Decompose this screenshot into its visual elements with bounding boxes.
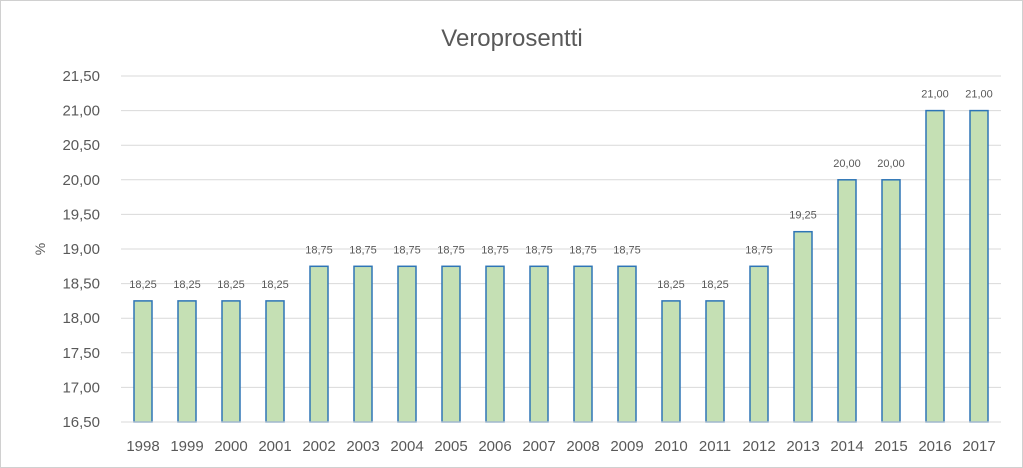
data-labels: 18,25 18,25 18,25 18,25 18,75 18,75 18,75 18,75… bbox=[129, 89, 993, 291]
x-tick-label: 2005 bbox=[434, 438, 467, 455]
data-label: 18,75 bbox=[569, 244, 597, 256]
bar bbox=[793, 230, 813, 423]
gridlines bbox=[121, 75, 1001, 423]
y-tick-label: 21,00 bbox=[62, 103, 100, 120]
bar bbox=[969, 109, 989, 423]
bar bbox=[441, 265, 461, 423]
x-tick-label: 2002 bbox=[302, 438, 335, 455]
bar bbox=[177, 300, 197, 423]
data-label: 20,00 bbox=[833, 158, 861, 170]
x-tick-label: 2008 bbox=[566, 438, 599, 455]
y-tick-label: 19,50 bbox=[62, 206, 100, 223]
bar bbox=[309, 265, 329, 423]
x-tick-label: 2012 bbox=[742, 438, 775, 455]
data-label: 18,25 bbox=[217, 279, 245, 291]
data-label: 21,00 bbox=[965, 89, 993, 101]
data-label: 18,25 bbox=[129, 279, 157, 291]
data-label: 18,75 bbox=[613, 244, 641, 256]
data-label: 18,75 bbox=[525, 244, 553, 256]
y-tick-label: 17,00 bbox=[62, 379, 100, 396]
x-tick-label: 2006 bbox=[478, 438, 511, 455]
bar bbox=[749, 265, 769, 423]
x-tick-label: 2011 bbox=[699, 438, 731, 455]
bar bbox=[837, 179, 857, 423]
data-label: 18,25 bbox=[701, 279, 729, 291]
y-tick-label: 16,50 bbox=[62, 414, 100, 431]
y-axis-title: % bbox=[32, 243, 48, 255]
bar bbox=[133, 300, 153, 423]
bar bbox=[661, 300, 681, 423]
bar bbox=[353, 265, 373, 423]
data-label: 18,25 bbox=[657, 279, 685, 291]
x-tick-label: 2015 bbox=[874, 438, 907, 455]
data-label: 18,75 bbox=[393, 244, 421, 256]
x-tick-label: 2016 bbox=[918, 438, 951, 455]
data-label: 18,75 bbox=[349, 244, 377, 256]
x-tick-label: 2001 bbox=[258, 438, 291, 455]
x-tick-label: 2007 bbox=[522, 438, 555, 455]
y-tick-label: 18,50 bbox=[62, 276, 100, 293]
bar bbox=[529, 265, 549, 423]
y-tick-label: 21,50 bbox=[62, 68, 100, 85]
data-label: 21,00 bbox=[921, 89, 949, 101]
data-label: 18,75 bbox=[481, 244, 509, 256]
x-tick-label: 2017 bbox=[962, 438, 995, 455]
data-label: 18,25 bbox=[261, 279, 289, 291]
x-tick-label: 1998 bbox=[126, 438, 159, 455]
x-tick-label: 1999 bbox=[170, 438, 203, 455]
bar bbox=[617, 265, 637, 423]
bar bbox=[573, 265, 593, 423]
data-label: 19,25 bbox=[789, 210, 817, 222]
bar bbox=[705, 300, 725, 423]
x-tick-label: 2014 bbox=[830, 438, 863, 455]
data-label: 18,75 bbox=[305, 244, 333, 256]
bar bbox=[485, 265, 505, 423]
x-tick-label: 2009 bbox=[610, 438, 643, 455]
x-tick-label: 2004 bbox=[390, 438, 423, 455]
y-tick-label: 17,50 bbox=[62, 345, 100, 362]
data-label: 18,25 bbox=[173, 279, 201, 291]
x-tick-label: 2013 bbox=[786, 438, 819, 455]
chart-title: Veroprosentti bbox=[441, 25, 582, 52]
x-tick-label: 2000 bbox=[214, 438, 247, 455]
y-tick-label: 20,50 bbox=[62, 137, 100, 154]
y-tick-label: 19,00 bbox=[62, 241, 100, 258]
bar bbox=[397, 265, 417, 423]
bar bbox=[881, 179, 901, 423]
y-axis-ticks: 16,50 17,00 17,50 18,00 18,50 19,00 19,50 20,00… bbox=[62, 68, 100, 431]
bar bbox=[265, 300, 285, 423]
y-tick-label: 18,00 bbox=[62, 310, 100, 327]
data-label: 20,00 bbox=[877, 158, 905, 170]
y-tick-label: 20,00 bbox=[62, 172, 100, 189]
bar bbox=[925, 109, 945, 423]
x-axis-ticks: 1998 1999 2000 2001 2002 2003 2004 2005 2006 2007… bbox=[121, 421, 1001, 455]
data-label: 18,75 bbox=[437, 244, 465, 256]
bar bbox=[221, 300, 241, 423]
x-tick-label: 2010 bbox=[654, 438, 687, 455]
data-label: 18,75 bbox=[745, 244, 773, 256]
x-tick-label: 2003 bbox=[346, 438, 379, 455]
